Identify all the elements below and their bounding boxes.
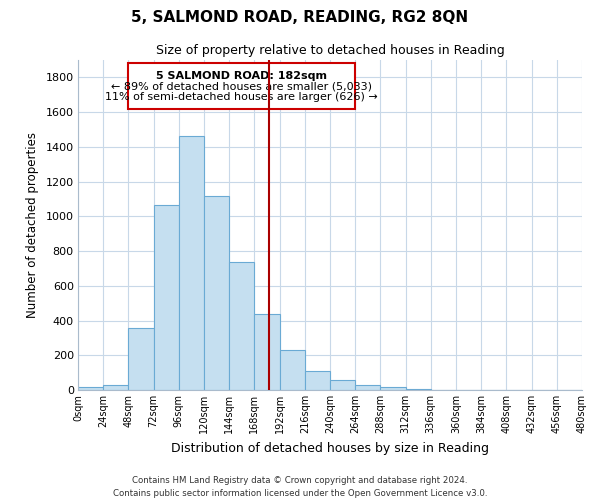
Bar [406, 389, 431, 390]
Bar [254, 314, 280, 390]
Title: Size of property relative to detached houses in Reading: Size of property relative to detached ho… [155, 44, 505, 58]
Bar [78, 388, 103, 390]
Bar [305, 371, 330, 390]
Y-axis label: Number of detached properties: Number of detached properties [26, 132, 39, 318]
Text: 5, SALMOND ROAD, READING, RG2 8QN: 5, SALMOND ROAD, READING, RG2 8QN [131, 10, 469, 25]
Bar [103, 385, 128, 390]
Bar [330, 380, 355, 390]
FancyBboxPatch shape [128, 64, 355, 108]
Bar [280, 350, 305, 390]
Text: Contains HM Land Registry data © Crown copyright and database right 2024.
Contai: Contains HM Land Registry data © Crown c… [113, 476, 487, 498]
Bar [204, 196, 229, 390]
Bar [229, 262, 254, 390]
Bar [179, 136, 204, 390]
Bar [128, 328, 154, 390]
Bar [154, 205, 179, 390]
Text: ← 89% of detached houses are smaller (5,033): ← 89% of detached houses are smaller (5,… [112, 82, 372, 92]
Text: 5 SALMOND ROAD: 182sqm: 5 SALMOND ROAD: 182sqm [156, 72, 328, 82]
Bar [380, 388, 406, 390]
Bar [355, 385, 380, 390]
X-axis label: Distribution of detached houses by size in Reading: Distribution of detached houses by size … [171, 442, 489, 455]
Text: 11% of semi-detached houses are larger (626) →: 11% of semi-detached houses are larger (… [106, 92, 378, 102]
